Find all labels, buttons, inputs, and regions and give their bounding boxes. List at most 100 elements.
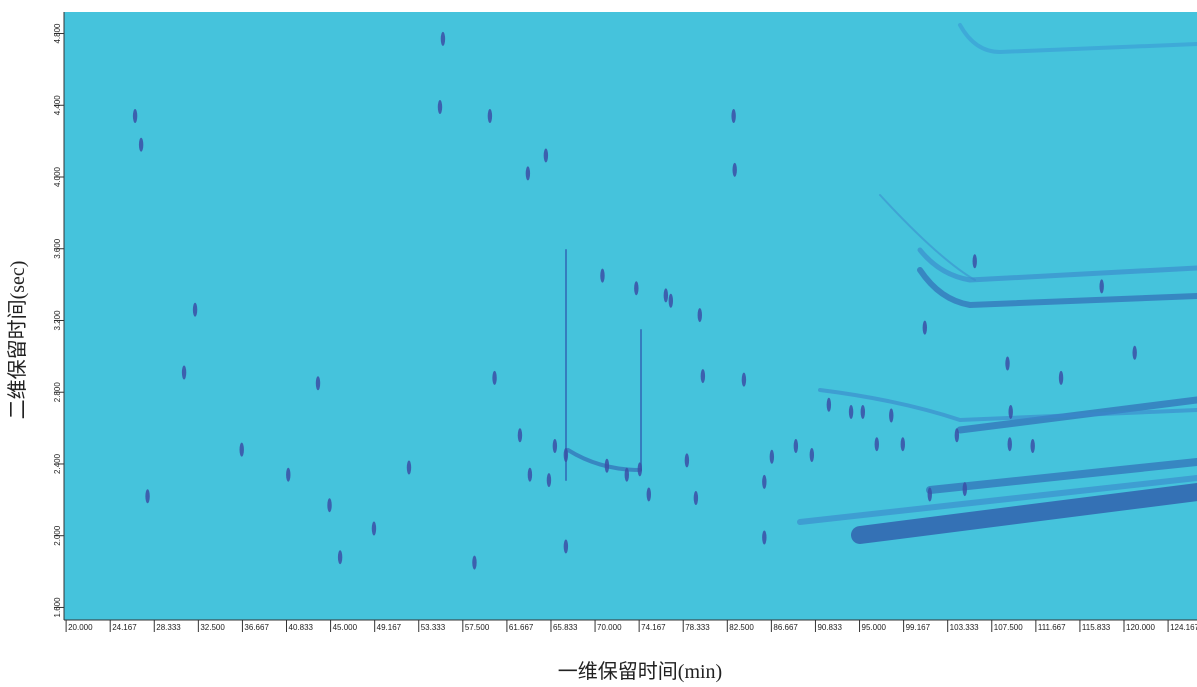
x-tick-label: 65.833 (553, 623, 578, 632)
peak (762, 475, 766, 489)
peak (526, 166, 530, 180)
y-tick-label: 1.600 (53, 597, 62, 618)
page: GC×GC html, body { margin: 0; padding: 0… (0, 0, 1197, 687)
peak (698, 308, 702, 322)
y-tick-label: 2.800 (53, 382, 62, 403)
x-tick-label: 120.000 (1126, 623, 1155, 632)
peak (492, 371, 496, 385)
peak (762, 530, 766, 544)
x-tick-label: 86.667 (773, 623, 798, 632)
peak (139, 138, 143, 152)
x-tick-label: 78.333 (685, 623, 710, 632)
x-tick-label: 24.167 (112, 623, 137, 632)
y-tick-label: 2.000 (53, 525, 62, 546)
y-tick-label: 2.400 (53, 453, 62, 474)
peak (286, 468, 290, 482)
y-tick-label: 3.600 (53, 238, 62, 259)
peak (564, 539, 568, 553)
peak (647, 487, 651, 501)
peak (600, 269, 604, 283)
peak (742, 373, 746, 387)
peak (564, 448, 568, 462)
peak (316, 376, 320, 390)
x-tick-label: 53.333 (421, 623, 446, 632)
x-tick-label: 111.667 (1038, 623, 1066, 632)
peak (1099, 279, 1103, 293)
x-tick-label: 99.167 (906, 623, 931, 632)
x-axis-title: 一维保留时间(min) (558, 660, 722, 683)
peak (547, 473, 551, 487)
peak (875, 437, 879, 451)
plot-background (64, 12, 1197, 620)
peak (955, 428, 959, 442)
x-tick-label: 40.833 (289, 623, 314, 632)
x-tick-label: 20.000 (68, 623, 93, 632)
peak (528, 468, 532, 482)
y-tick-label: 4.400 (53, 95, 62, 116)
peak (1009, 405, 1013, 419)
peak (810, 448, 814, 462)
peak (1008, 437, 1012, 451)
peak (694, 491, 698, 505)
x-tick-label: 82.500 (729, 623, 754, 632)
body: {"chart_data": {"type": "scatter", "xlab… (0, 0, 1197, 687)
x-tick-label: 45.000 (333, 623, 358, 632)
x-tick-label: 49.167 (377, 623, 402, 632)
peak (963, 482, 967, 496)
peak (901, 437, 905, 451)
peak (923, 321, 927, 335)
peak (182, 365, 186, 379)
peak (553, 439, 557, 453)
peak (1031, 439, 1035, 453)
x-tick-label: 115.833 (1082, 623, 1111, 632)
peak (193, 303, 197, 317)
peak (407, 461, 411, 475)
peak (731, 109, 735, 123)
peak (664, 288, 668, 302)
peak (1005, 357, 1009, 371)
peak (240, 443, 244, 457)
x-tick-label: 61.667 (509, 623, 534, 632)
peak (861, 405, 865, 419)
x-tick-label: 74.167 (641, 623, 666, 632)
peak (638, 462, 642, 476)
peak (625, 468, 629, 482)
peak (849, 405, 853, 419)
y-tick-label: 4.800 (53, 23, 62, 44)
peak (518, 428, 522, 442)
peak (794, 439, 798, 453)
x-tick-label: 57.500 (465, 623, 490, 632)
x-tick-label: 95.000 (862, 623, 887, 632)
x-tick-label: 124.167 (1170, 623, 1197, 632)
peak (889, 409, 893, 423)
peak (327, 498, 331, 512)
peak (488, 109, 492, 123)
x-tick-label: 36.667 (244, 623, 269, 632)
peak (770, 450, 774, 464)
peak (1132, 346, 1136, 360)
y-tick-label: 4.000 (53, 166, 62, 187)
peak (973, 254, 977, 268)
peak (669, 294, 673, 308)
x-tick-label: 28.333 (156, 623, 181, 632)
peak (472, 556, 476, 570)
peak (338, 550, 342, 564)
y-axis-title: 二维保留时间(sec) (6, 261, 29, 420)
y-tick-label: 3.200 (53, 310, 62, 331)
peak (372, 522, 376, 536)
peak (133, 109, 137, 123)
peak (634, 281, 638, 295)
chart: 一维保留时间(min) 二维保留时间(sec) 20.000 24.167 28.3… (0, 0, 1197, 687)
peak (605, 459, 609, 473)
x-tick-label: 70.000 (597, 623, 622, 632)
peak (928, 487, 932, 501)
peak (685, 453, 689, 467)
peak (438, 100, 442, 114)
peak (827, 398, 831, 412)
x-tick-label: 90.833 (817, 623, 842, 632)
peak (145, 489, 149, 503)
peak (544, 148, 548, 162)
peak (701, 369, 705, 383)
peak (733, 163, 737, 177)
x-tick-label: 32.500 (200, 623, 225, 632)
